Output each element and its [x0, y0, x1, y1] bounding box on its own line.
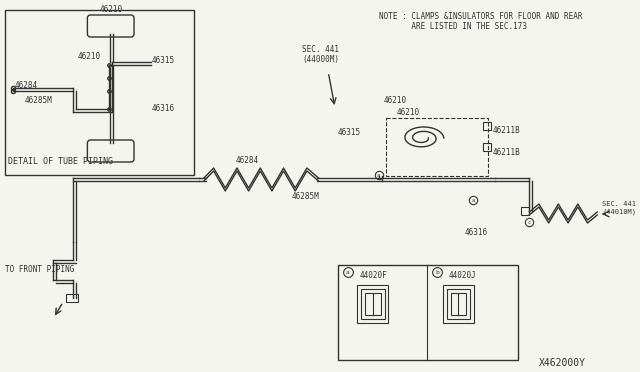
Text: 46284: 46284: [15, 81, 38, 90]
Bar: [522, 207, 529, 215]
Bar: [357, 285, 388, 323]
Text: SEC. 441
(44010M): SEC. 441 (44010M): [602, 201, 636, 215]
Bar: [451, 293, 466, 315]
Text: 46210: 46210: [396, 108, 419, 117]
Text: a: a: [346, 269, 349, 275]
Text: 46315: 46315: [338, 128, 361, 137]
Text: 46315: 46315: [152, 55, 175, 64]
Text: TO FRONT PIPING: TO FRONT PIPING: [5, 265, 74, 274]
Bar: [443, 285, 474, 323]
Text: 46316: 46316: [464, 228, 488, 237]
Text: a: a: [377, 173, 380, 177]
Text: 46316: 46316: [152, 103, 175, 112]
Text: 46210: 46210: [383, 96, 406, 105]
Text: SEC. 441
(44000M): SEC. 441 (44000M): [302, 45, 339, 64]
Bar: [447, 289, 470, 319]
Bar: [338, 265, 518, 360]
Bar: [387, 118, 488, 176]
Text: 46284: 46284: [236, 156, 259, 165]
Text: NOTE : CLAMPS &INSULATORS FOR FLOOR AND REAR
       ARE LISTED IN THE SEC.173: NOTE : CLAMPS &INSULATORS FOR FLOOR AND …: [379, 12, 582, 31]
Bar: [365, 293, 381, 315]
Text: 46211B: 46211B: [492, 126, 520, 135]
Bar: [361, 289, 385, 319]
Text: DETAIL OF TUBE PIPING: DETAIL OF TUBE PIPING: [8, 157, 113, 166]
Text: 46211B: 46211B: [492, 148, 520, 157]
Text: 44020J: 44020J: [449, 271, 476, 280]
Text: c: c: [527, 219, 531, 224]
Bar: [483, 122, 492, 130]
Text: 46210: 46210: [77, 52, 101, 61]
Text: X462000Y: X462000Y: [539, 358, 586, 368]
Text: a: a: [471, 198, 474, 202]
Bar: [5, 10, 194, 175]
Text: 46285M: 46285M: [24, 96, 52, 105]
Text: 44020F: 44020F: [360, 271, 388, 280]
Bar: [66, 294, 77, 302]
Text: 46285M: 46285M: [292, 192, 320, 201]
Bar: [483, 143, 492, 151]
Text: b: b: [435, 269, 439, 275]
Text: 46210: 46210: [99, 5, 122, 14]
